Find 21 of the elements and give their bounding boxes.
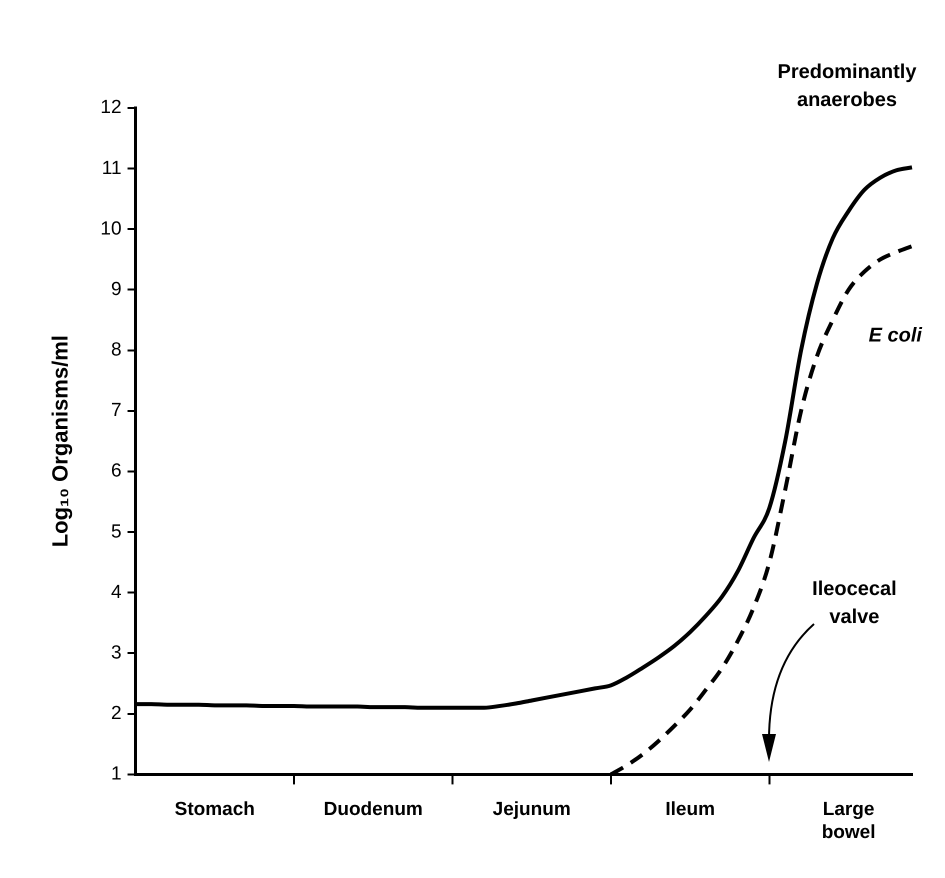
x-tick-label: Jejunum	[492, 799, 571, 820]
y-tick-label: 5	[110, 521, 122, 542]
y-tick-label: 3	[110, 642, 122, 664]
x-tick-label: Large bowel	[822, 799, 876, 843]
y-tick-label: 2	[110, 703, 122, 724]
x-tick-label: Duodenum	[324, 799, 423, 820]
series-label: E coli	[868, 324, 922, 347]
y-tick-label: 1	[110, 764, 122, 785]
x-tick-label: Stomach	[174, 799, 255, 820]
y-tick-label: 7	[110, 400, 122, 422]
y-tick-label: 8	[110, 340, 122, 361]
y-tick-label: 10	[100, 218, 122, 240]
y-tick-label: 12	[100, 97, 122, 118]
y-tick-label: 6	[110, 460, 122, 482]
y-tick-label: 9	[110, 278, 122, 300]
text: Predominantly anaerobes	[778, 60, 918, 111]
x-tick-label: Ileum	[665, 799, 715, 820]
y-tick-label: 11	[102, 158, 122, 179]
y-axis-title: Log₁₀ Organisms/ml	[47, 335, 72, 548]
y-tick-label: 4	[110, 582, 122, 603]
annotation: Ileocecal valve	[812, 578, 897, 628]
